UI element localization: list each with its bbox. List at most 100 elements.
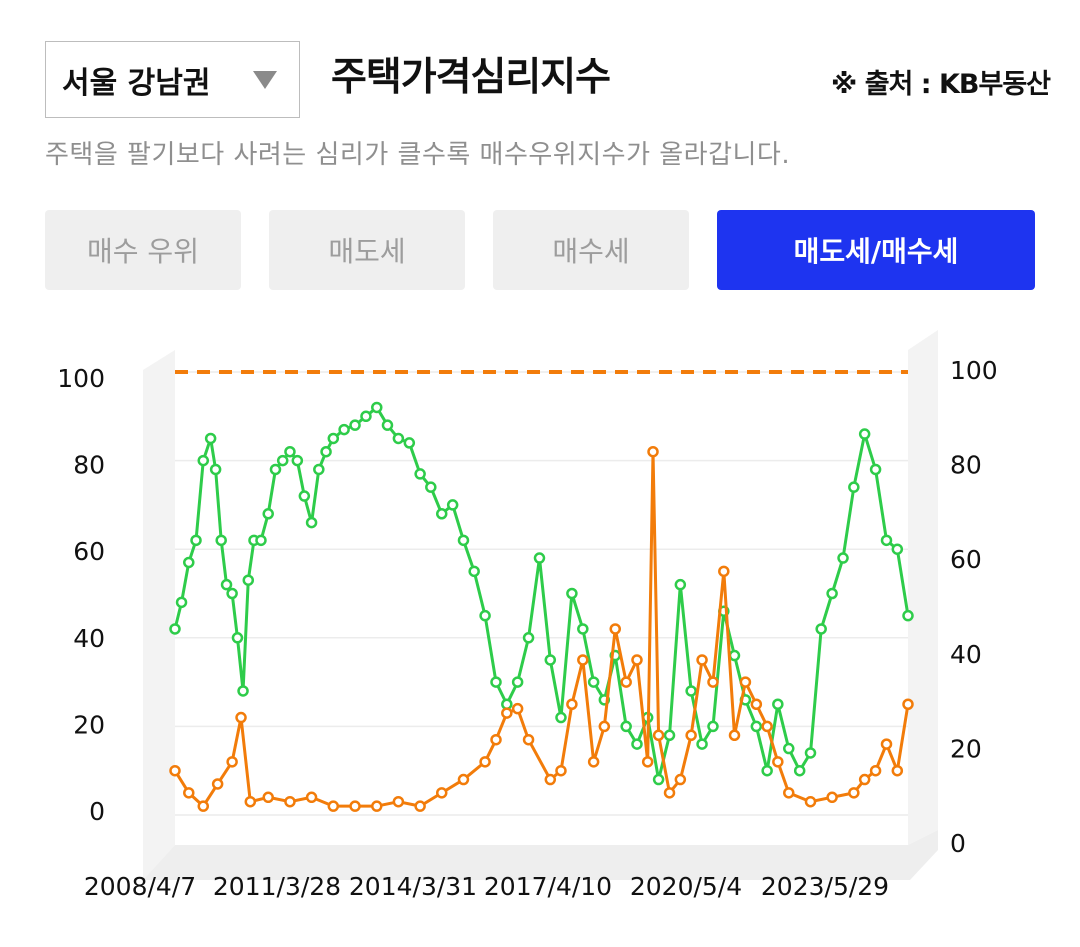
tab-sell-buy-trend[interactable]: 매도세/매수세 (717, 210, 1035, 290)
data-point-orange (783, 787, 795, 799)
data-point-green (305, 516, 318, 529)
gridlines (175, 371, 908, 816)
tab-buy-dominance[interactable]: 매수 우위 (45, 210, 241, 290)
data-point-green (826, 587, 838, 600)
data-point-orange (262, 791, 274, 804)
data-point-green (783, 742, 795, 755)
region-select-label: 서울 강남권 (62, 65, 211, 101)
data-point-green (403, 437, 416, 449)
y-tick-left: 0 (89, 797, 105, 826)
data-point-green (291, 454, 304, 467)
data-point-green (577, 623, 589, 635)
region-select[interactable]: 서울 강남권 (45, 41, 300, 118)
data-point-green (360, 410, 372, 423)
data-point-green (190, 534, 202, 547)
data-point-green (392, 432, 405, 445)
data-point-green (435, 508, 448, 520)
data-point-green (237, 685, 249, 697)
y-axis-left: 100 80 60 40 20 0 (57, 364, 105, 826)
data-point-green (242, 574, 255, 586)
data-point-orange (371, 800, 383, 812)
data-point-green (425, 481, 437, 493)
data-point-green (891, 543, 904, 555)
x-tick: 2011/3/28 (213, 872, 341, 901)
data-point-orange (327, 800, 340, 812)
data-point-orange (707, 676, 719, 688)
data-point-green (381, 419, 394, 431)
data-point-orange (577, 654, 589, 666)
data-point-orange (226, 756, 238, 768)
data-point-orange (414, 800, 426, 812)
data-point-orange (750, 698, 763, 710)
data-point-green (858, 428, 871, 440)
tab-buy-trend[interactable]: 매수세 (493, 210, 689, 290)
chart-floor (143, 830, 938, 880)
data-point-orange (739, 676, 752, 688)
data-point-green (313, 463, 325, 476)
data-point-green (522, 632, 535, 644)
data-point-green (262, 508, 274, 520)
data-point-green (490, 676, 502, 688)
data-point-orange (652, 729, 665, 742)
data-point-orange (685, 729, 697, 742)
y-tick-right: 0 (950, 829, 966, 858)
chart-side-wall-left (143, 350, 175, 880)
data-point-orange (555, 764, 567, 777)
data-point-green (197, 454, 210, 467)
data-point-orange (804, 795, 817, 808)
data-point-orange (511, 702, 524, 715)
y-axis-right: 100 80 60 40 20 0 (950, 356, 998, 858)
data-point-green (371, 401, 383, 414)
data-point-orange (674, 773, 687, 786)
data-point-green (533, 552, 546, 564)
data-point-orange (435, 787, 448, 799)
data-point-green (479, 609, 491, 622)
data-point-orange (169, 764, 181, 777)
data-point-green (169, 623, 181, 635)
y-tick-right: 60 (950, 545, 982, 574)
data-point-green (298, 490, 311, 502)
data-point-orange (826, 791, 838, 804)
x-axis: 2008/4/7 2011/3/28 2014/3/31 2017/4/10 2020/… (84, 872, 889, 901)
tab-sell-trend[interactable]: 매도세 (269, 210, 465, 290)
data-point-green (544, 654, 557, 666)
data-point-green (804, 747, 817, 759)
data-point-orange (631, 654, 643, 666)
data-point-green (446, 499, 459, 511)
data-point-green (175, 596, 188, 609)
x-tick: 2008/4/7 (84, 872, 196, 901)
data-point-orange (244, 795, 257, 808)
data-point-orange (479, 756, 491, 768)
data-point-orange (211, 778, 224, 790)
y-tick-right: 40 (950, 640, 982, 669)
data-point-green (255, 534, 267, 547)
data-point-green (631, 738, 643, 750)
x-tick: 2023/5/29 (761, 872, 889, 901)
data-point-green (320, 445, 332, 458)
data-point-green (468, 565, 480, 578)
data-point-green (696, 738, 708, 750)
data-point-orange (598, 720, 611, 733)
data-point-orange (728, 729, 741, 742)
data-point-orange (902, 698, 914, 710)
y-tick-left: 60 (73, 537, 105, 566)
data-point-green (674, 578, 687, 591)
series-line-green (173, 405, 910, 782)
data-point-orange (197, 800, 210, 812)
y-tick-right: 20 (950, 734, 982, 763)
page-title: 주택가격심리지수 (331, 55, 611, 100)
data-point-orange (566, 698, 578, 710)
data-point-orange (718, 565, 730, 578)
data-point-green (338, 423, 350, 436)
data-point-green (215, 534, 227, 547)
data-point-orange (696, 654, 708, 666)
data-point-orange (284, 795, 296, 808)
data-point-green (511, 676, 524, 688)
data-point-green (414, 468, 426, 480)
data-point-orange (183, 787, 195, 799)
chart-side-wall-right (908, 330, 938, 845)
data-point-orange (522, 733, 535, 746)
x-tick: 2017/4/10 (484, 872, 612, 901)
data-point-green (761, 764, 773, 777)
data-point-green (772, 698, 784, 710)
